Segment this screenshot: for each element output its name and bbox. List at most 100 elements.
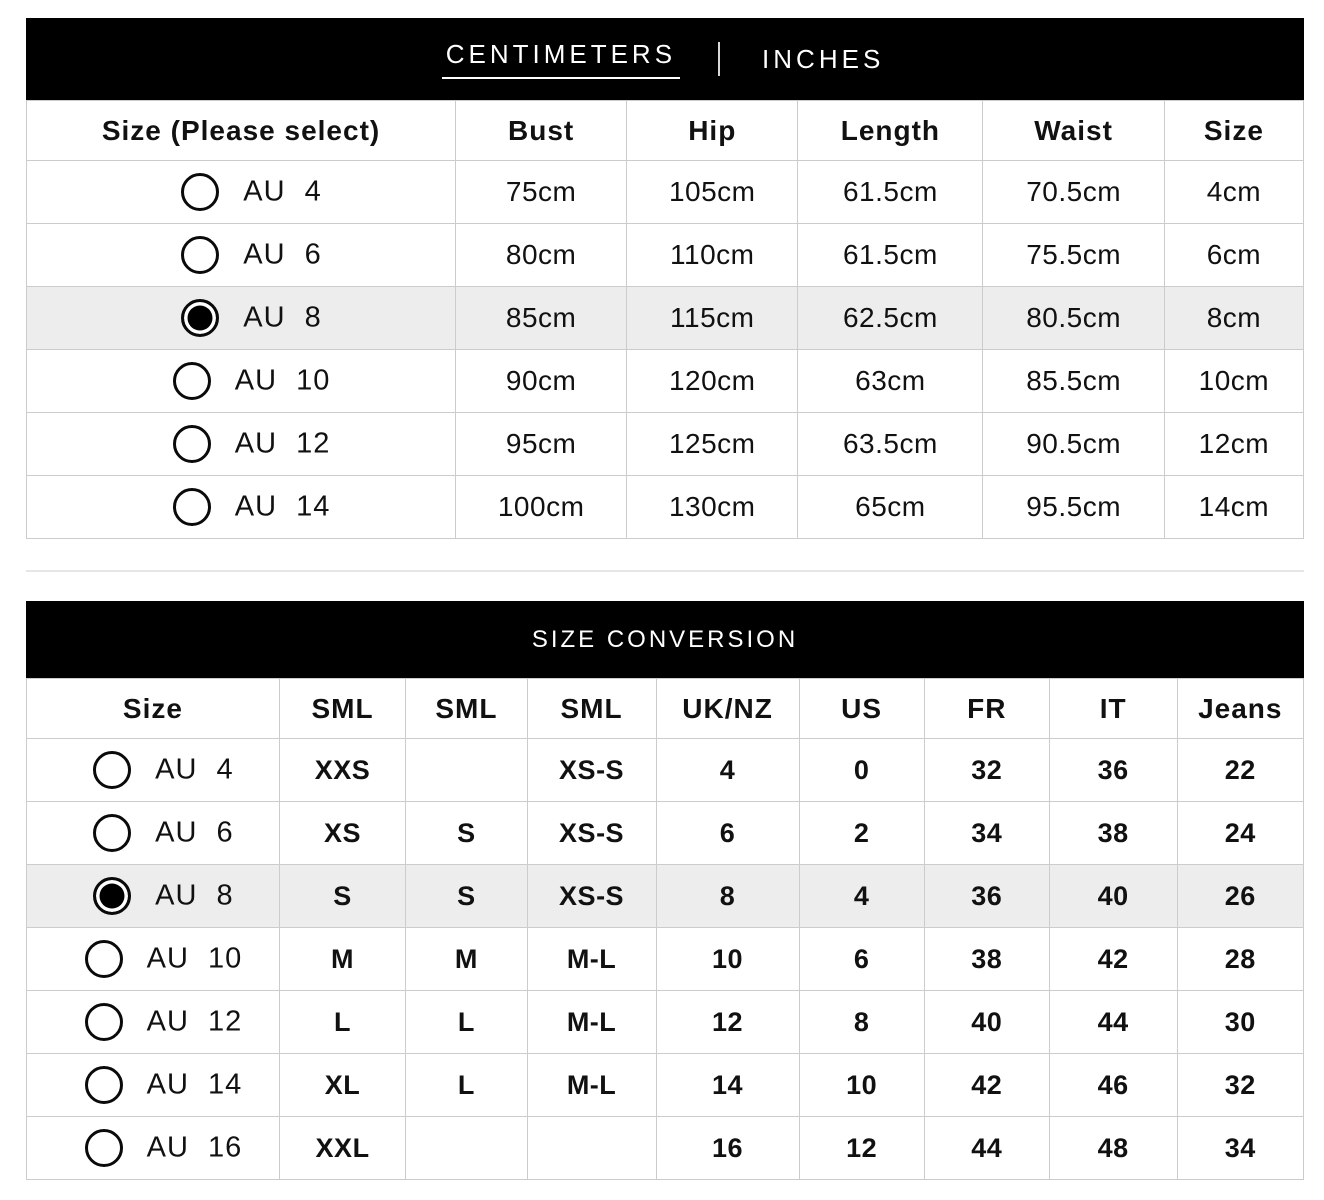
cell-value: 12 bbox=[798, 1116, 925, 1180]
column-header: Jeans bbox=[1176, 678, 1305, 739]
cell-value bbox=[405, 1116, 528, 1180]
radio-unselected-icon[interactable] bbox=[93, 814, 132, 852]
cell-value: 22 bbox=[1176, 738, 1305, 802]
cell-value: 95.5cm bbox=[982, 475, 1165, 539]
table-row: AU 12 95cm 125cm 63.5cm 90.5cm 12cm bbox=[25, 412, 1305, 476]
radio-unselected-icon[interactable] bbox=[172, 362, 211, 400]
cell-value: 62.5cm bbox=[797, 286, 984, 350]
cell-value: 100cm bbox=[455, 475, 628, 539]
cell-value: M-L bbox=[526, 990, 657, 1054]
cell-value: 80.5cm bbox=[982, 286, 1165, 350]
cell-value: S bbox=[405, 864, 528, 928]
radio-unselected-icon[interactable] bbox=[181, 173, 220, 211]
tab-inches[interactable]: INCHES bbox=[762, 43, 885, 74]
size-option-cell[interactable]: AU 8 bbox=[25, 286, 457, 350]
cell-value bbox=[405, 738, 528, 802]
measurements-panel: CENTIMETERS INCHES Size (Please select) B… bbox=[25, 18, 1305, 539]
cell-value: 4cm bbox=[1163, 160, 1305, 224]
radio-unselected-icon[interactable] bbox=[84, 940, 123, 978]
radio-unselected-icon[interactable] bbox=[172, 425, 211, 463]
cell-value: XL bbox=[278, 1053, 407, 1117]
cell-value: 95cm bbox=[455, 412, 628, 476]
cell-value: 6cm bbox=[1163, 223, 1305, 287]
size-label: AU 12 bbox=[234, 427, 331, 460]
cell-value: 46 bbox=[1048, 1053, 1178, 1117]
tab-centimeters[interactable]: CENTIMETERS bbox=[441, 39, 681, 79]
tab-separator bbox=[718, 42, 721, 76]
cell-value: 105cm bbox=[626, 160, 799, 224]
size-option-cell[interactable]: AU 12 bbox=[25, 412, 457, 476]
size-option-cell[interactable]: AU 14 bbox=[25, 475, 457, 539]
cell-value: 80cm bbox=[455, 223, 628, 287]
cell-value: M bbox=[405, 927, 528, 991]
radio-unselected-icon[interactable] bbox=[84, 1129, 123, 1167]
cell-value: 4 bbox=[655, 738, 800, 802]
cell-value: 42 bbox=[1048, 927, 1178, 991]
column-header: Hip bbox=[626, 100, 799, 161]
table-row: AU 10 90cm 120cm 63cm 85.5cm 10cm bbox=[25, 349, 1305, 413]
size-table-header-row: Size (Please select) Bust Hip Length Waist Si… bbox=[25, 100, 1305, 161]
cell-value: 115cm bbox=[626, 286, 799, 350]
cell-value: S bbox=[405, 801, 528, 865]
size-option-cell[interactable]: AU 10 bbox=[25, 349, 457, 413]
cell-value: 40 bbox=[1048, 864, 1178, 928]
size-option-cell[interactable]: AU 6 bbox=[26, 801, 280, 865]
cell-value: XS bbox=[278, 801, 407, 865]
table-row-selected: AU 8 S S XS-S 8 4 36 40 26 bbox=[26, 864, 1305, 928]
radio-selected-icon[interactable] bbox=[93, 877, 132, 915]
column-header: SML bbox=[278, 678, 407, 739]
column-header: SML bbox=[526, 678, 657, 739]
cell-value: 48 bbox=[1048, 1116, 1178, 1180]
radio-selected-icon[interactable] bbox=[181, 299, 220, 337]
size-table-body: AU 4 75cm 105cm 61.5cm 70.5cm 4cm AU 6 80cm 110c… bbox=[25, 160, 1305, 539]
size-label: AU 6 bbox=[243, 238, 322, 271]
size-conversion-table: Size SML SML SML UK/NZ US FR IT Jeans AU 4 XXS XS-… bbox=[26, 678, 1305, 1180]
conversion-panel: SIZE CONVERSION Size SML SML SML UK/NZ US FR IT… bbox=[26, 601, 1305, 1180]
size-option-cell[interactable]: AU 16 bbox=[26, 1116, 280, 1180]
size-label: AU 16 bbox=[146, 1131, 243, 1164]
size-option-cell[interactable]: AU 6 bbox=[25, 223, 457, 287]
cell-value: 38 bbox=[923, 927, 1050, 991]
column-header: Size bbox=[1163, 100, 1305, 161]
cell-value: L bbox=[405, 1053, 528, 1117]
cell-value: 10 bbox=[798, 1053, 925, 1117]
table-row: AU 4 75cm 105cm 61.5cm 70.5cm 4cm bbox=[25, 160, 1305, 224]
cell-value: 61.5cm bbox=[797, 160, 984, 224]
cell-value: 26 bbox=[1176, 864, 1305, 928]
size-option-cell[interactable]: AU 8 bbox=[26, 864, 280, 928]
cell-value: 14cm bbox=[1163, 475, 1305, 539]
cell-value: 10 bbox=[655, 927, 800, 991]
size-option-cell[interactable]: AU 4 bbox=[26, 738, 280, 802]
size-option-cell[interactable]: AU 10 bbox=[26, 927, 280, 991]
cell-value: 2 bbox=[798, 801, 925, 865]
cell-value: 130cm bbox=[626, 475, 799, 539]
column-header: Bust bbox=[455, 100, 628, 161]
cell-value: 8cm bbox=[1163, 286, 1305, 350]
cell-value: 44 bbox=[923, 1116, 1050, 1180]
radio-unselected-icon[interactable] bbox=[172, 488, 211, 526]
cell-value: 36 bbox=[923, 864, 1050, 928]
size-option-cell[interactable]: AU 4 bbox=[25, 160, 457, 224]
radio-unselected-icon[interactable] bbox=[93, 751, 132, 789]
size-label: AU 10 bbox=[234, 364, 331, 397]
cell-value: 90cm bbox=[455, 349, 628, 413]
cell-value: 75.5cm bbox=[982, 223, 1165, 287]
size-label: AU 8 bbox=[243, 301, 322, 334]
radio-unselected-icon[interactable] bbox=[84, 1003, 123, 1041]
radio-unselected-icon[interactable] bbox=[84, 1066, 123, 1104]
table-row: AU 10 M M M-L 10 6 38 42 28 bbox=[26, 927, 1305, 991]
table-row-selected: AU 8 85cm 115cm 62.5cm 80.5cm 8cm bbox=[25, 286, 1305, 350]
cell-value: 34 bbox=[1176, 1116, 1305, 1180]
cell-value: XXS bbox=[278, 738, 407, 802]
table-row: AU 12 L L M-L 12 8 40 44 30 bbox=[26, 990, 1305, 1054]
size-option-cell[interactable]: AU 14 bbox=[26, 1053, 280, 1117]
table-row: AU 14 100cm 130cm 65cm 95.5cm 14cm bbox=[25, 475, 1305, 539]
cell-value: 40 bbox=[923, 990, 1050, 1054]
size-option-cell[interactable]: AU 12 bbox=[26, 990, 280, 1054]
cell-value: 110cm bbox=[626, 223, 799, 287]
size-label: AU 4 bbox=[243, 175, 322, 208]
radio-unselected-icon[interactable] bbox=[181, 236, 220, 274]
table-row: AU 14 XL L M-L 14 10 42 46 32 bbox=[26, 1053, 1305, 1117]
cell-value: 85.5cm bbox=[982, 349, 1165, 413]
unit-toggle-bar: CENTIMETERS INCHES bbox=[26, 18, 1304, 100]
